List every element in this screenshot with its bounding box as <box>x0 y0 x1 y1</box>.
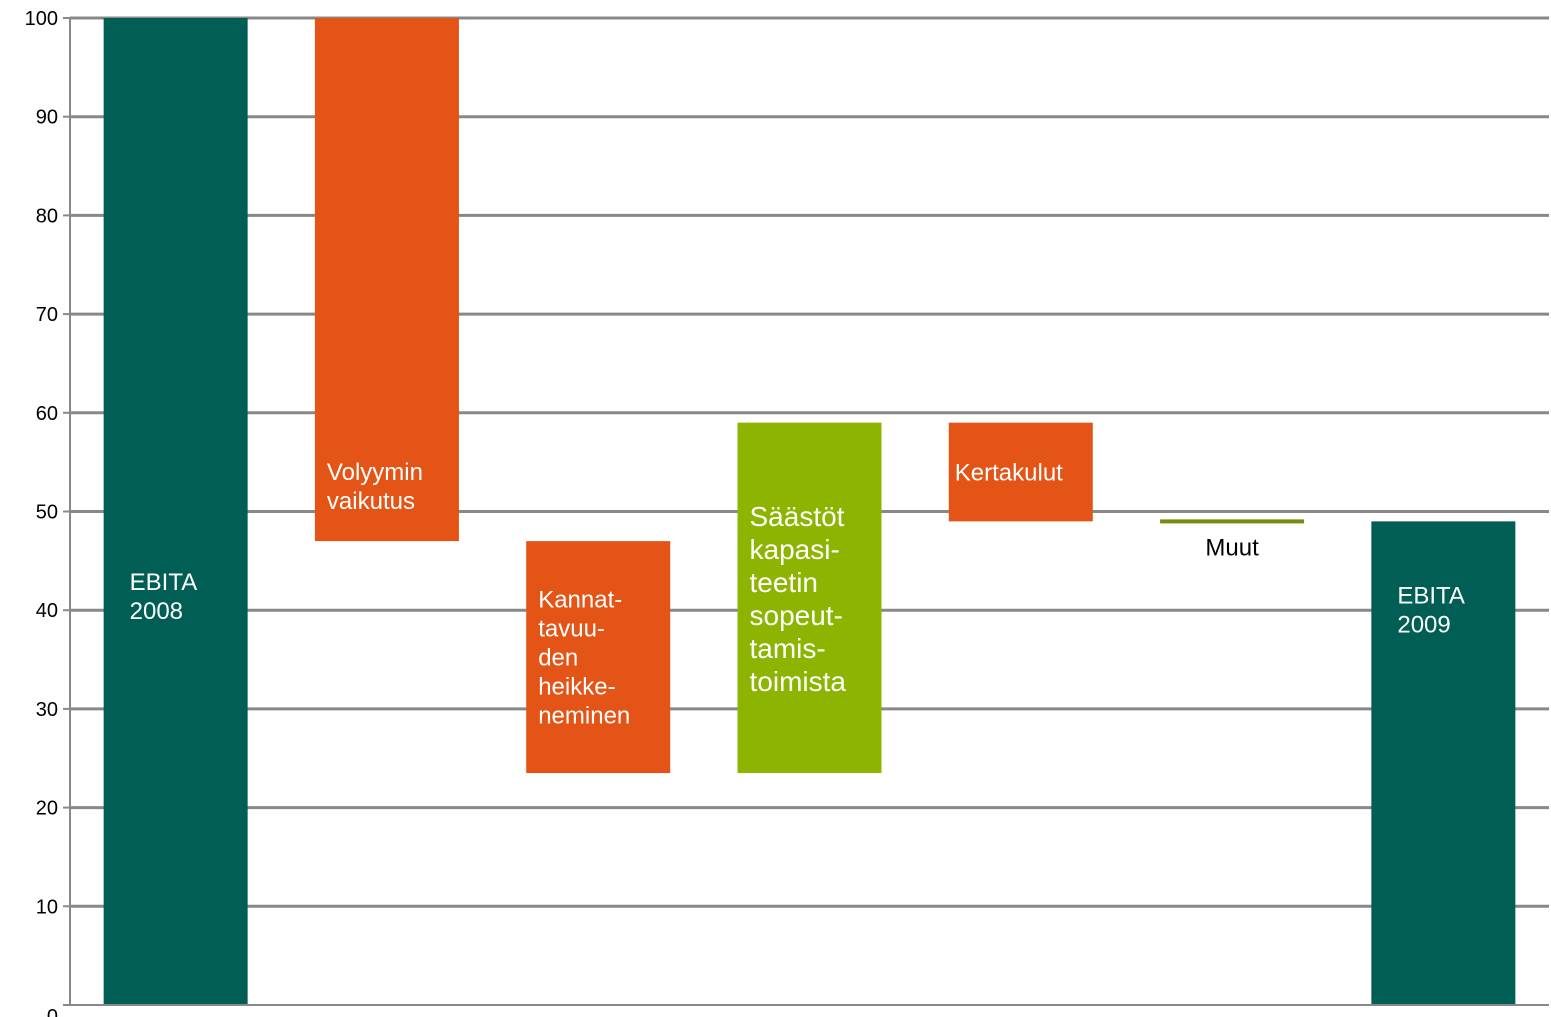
y-tick-label: 10 <box>36 896 58 918</box>
bar-6 <box>1371 521 1516 1005</box>
y-tick-label: 50 <box>36 502 58 524</box>
bar-label-2-4: neminen <box>538 703 630 730</box>
bar-1 <box>314 18 459 542</box>
bar-label-1-1: vaikutus <box>327 488 415 515</box>
axes <box>63 17 1549 1006</box>
y-tick-label: 90 <box>36 107 58 129</box>
bar-label-2-1: tavuu- <box>538 616 605 643</box>
bar-3 <box>737 422 882 774</box>
bar-0 <box>103 18 248 1005</box>
bar-label-3-0: Säästöt <box>750 501 845 532</box>
bar-label-2-0: Kannat- <box>538 587 622 614</box>
bar-label-3-4: tamis- <box>750 633 826 664</box>
y-tick-label: 30 <box>36 699 58 721</box>
y-tick-label: 40 <box>36 600 58 622</box>
bar-label-4-0: Kertakulut <box>955 460 1063 487</box>
bar-label-3-1: kapasi- <box>750 534 840 565</box>
bar-label-6-0: EBITA <box>1397 582 1465 609</box>
y-tick-label: 80 <box>36 205 58 227</box>
bar-label-3-2: teetin <box>750 567 819 598</box>
bar-4 <box>948 422 1093 522</box>
y-tick-label: 60 <box>36 403 58 425</box>
bar-label-2-3: heikke- <box>538 674 615 701</box>
bar-5 <box>1160 519 1305 524</box>
y-tick-label: 20 <box>36 798 58 820</box>
y-tick-label: 0 <box>47 1006 58 1017</box>
labels: 0102030405060708090100EBITA2008Volyyminv… <box>25 8 1465 1017</box>
bar-label-3-5: toimista <box>750 666 847 697</box>
bar-label-0-1: 2008 <box>130 598 183 625</box>
bar-label-3-3: sopeut- <box>750 600 843 631</box>
y-tick-label: 100 <box>25 8 58 30</box>
y-tick-label: 70 <box>36 304 58 326</box>
bar-label-2-2: den <box>538 645 578 672</box>
bar-label-6-1: 2009 <box>1397 611 1450 638</box>
bars <box>103 18 1516 1005</box>
bar-label-5-0: Muut <box>1205 534 1259 561</box>
bar-label-1-0: Volyymin <box>327 459 423 486</box>
bar-label-0-0: EBITA <box>130 569 198 596</box>
bar-2 <box>526 541 671 774</box>
